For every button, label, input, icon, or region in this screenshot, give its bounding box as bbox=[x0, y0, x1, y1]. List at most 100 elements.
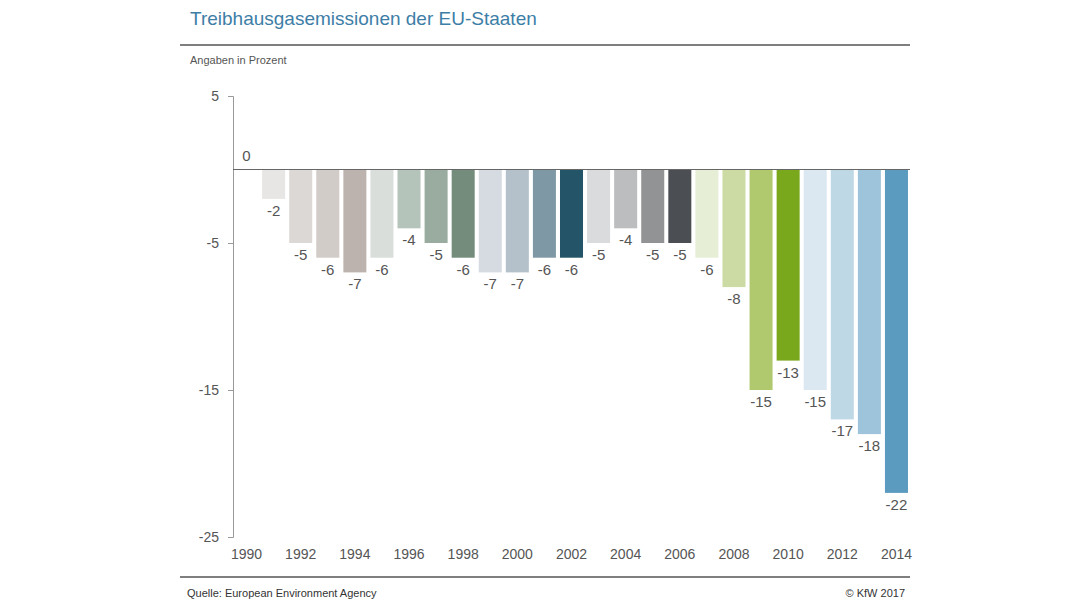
y-tick: 5 bbox=[211, 88, 233, 104]
data-label: -5 bbox=[646, 246, 659, 263]
data-label: -4 bbox=[402, 231, 415, 248]
bar bbox=[668, 170, 691, 244]
data-label: -7 bbox=[511, 275, 524, 292]
x-tick: 1998 bbox=[448, 546, 479, 562]
bar bbox=[804, 170, 827, 391]
y-tick-mark bbox=[228, 243, 233, 244]
y-axis-label: Angaben in Prozent bbox=[190, 54, 287, 66]
data-label: -4 bbox=[619, 231, 632, 248]
bar bbox=[343, 170, 366, 273]
data-label: -8 bbox=[727, 290, 740, 307]
bar bbox=[587, 170, 610, 244]
y-tick-label: -25 bbox=[199, 529, 219, 545]
bar bbox=[722, 170, 745, 288]
data-label: -6 bbox=[565, 261, 578, 278]
bar bbox=[370, 170, 393, 258]
bar bbox=[641, 170, 664, 244]
x-tick: 1994 bbox=[339, 546, 370, 562]
y-axis-line bbox=[228, 97, 234, 538]
bar bbox=[425, 170, 448, 244]
bar bbox=[885, 170, 908, 493]
x-tick-label: 2000 bbox=[502, 546, 533, 562]
x-tick: 1990 bbox=[231, 546, 262, 562]
y-tick-label: -5 bbox=[207, 235, 220, 251]
bar bbox=[506, 170, 529, 273]
data-label: -5 bbox=[429, 246, 442, 263]
y-tick-mark bbox=[228, 96, 233, 97]
x-axis-line bbox=[233, 169, 910, 170]
x-tick-label: 1994 bbox=[339, 546, 370, 562]
bar bbox=[533, 170, 556, 258]
data-label: -15 bbox=[750, 393, 772, 410]
header-rule bbox=[180, 44, 910, 46]
x-tick-label: 2010 bbox=[773, 546, 804, 562]
data-label: -6 bbox=[700, 261, 713, 278]
y-tick: -15 bbox=[199, 382, 233, 398]
data-label: -7 bbox=[348, 275, 361, 292]
x-axis: 1990 1992 1994 1996 1998 2000 2002 2004 2006 2008… bbox=[231, 170, 912, 563]
x-tick: 2008 bbox=[718, 546, 749, 562]
x-tick-label: 2004 bbox=[610, 546, 641, 562]
bar bbox=[479, 170, 502, 273]
bar bbox=[452, 170, 475, 258]
data-label: -6 bbox=[321, 261, 334, 278]
x-tick: 2000 bbox=[502, 546, 533, 562]
x-tick-label: 1998 bbox=[448, 546, 479, 562]
data-label: 0 bbox=[242, 147, 250, 164]
bar bbox=[398, 170, 421, 229]
data-label: -18 bbox=[859, 437, 881, 454]
y-tick-mark bbox=[228, 537, 233, 538]
data-label: -17 bbox=[831, 422, 853, 439]
x-tick-label: 1990 bbox=[231, 546, 262, 562]
x-tick: 1992 bbox=[285, 546, 316, 562]
data-label: -6 bbox=[538, 261, 551, 278]
y-tick-mark bbox=[228, 390, 233, 391]
x-tick-label: 2012 bbox=[827, 546, 858, 562]
bar bbox=[289, 170, 312, 244]
bar bbox=[316, 170, 339, 258]
y-tick-label: -15 bbox=[199, 382, 219, 398]
footer-rule bbox=[180, 576, 910, 578]
bar bbox=[858, 170, 881, 435]
chart-container: Treibhausgasemissionen der EU-Staaten Ang… bbox=[0, 0, 1080, 608]
bar bbox=[614, 170, 637, 229]
data-labels: 0 -2 -5 -6 -7 -6 -4 -5 -6 -7 -7 -6 -6 -5 -4 -5 -5 -6 -8 -15… bbox=[242, 147, 907, 513]
x-tick: 2010 bbox=[773, 546, 804, 562]
data-label: -2 bbox=[267, 202, 280, 219]
data-label: -6 bbox=[457, 261, 470, 278]
bar bbox=[560, 170, 583, 258]
bar bbox=[831, 170, 854, 420]
data-label: -5 bbox=[294, 246, 307, 263]
y-tick: -5 bbox=[207, 235, 233, 251]
data-label: -5 bbox=[592, 246, 605, 263]
title: Treibhausgasemissionen der EU-Staaten bbox=[190, 8, 537, 29]
source-note: Quelle: European Environment Agency bbox=[187, 587, 377, 599]
bar bbox=[695, 170, 718, 258]
x-tick: 2012 bbox=[827, 546, 858, 562]
bar bbox=[777, 170, 800, 361]
x-tick: 1996 bbox=[393, 546, 424, 562]
x-tick-label: 1996 bbox=[393, 546, 424, 562]
data-label: -15 bbox=[804, 393, 826, 410]
data-label: -7 bbox=[484, 275, 497, 292]
x-tick: 2014 bbox=[881, 546, 912, 562]
x-tick-label: 2006 bbox=[664, 546, 695, 562]
chart-svg: Treibhausgasemissionen der EU-Staaten Ang… bbox=[0, 0, 1080, 608]
bar bbox=[262, 170, 285, 199]
x-tick-label: 2002 bbox=[556, 546, 587, 562]
data-label: -6 bbox=[375, 261, 388, 278]
data-label: -22 bbox=[886, 496, 908, 513]
bar bbox=[750, 170, 773, 391]
x-tick: 2006 bbox=[664, 546, 695, 562]
data-label: -5 bbox=[673, 246, 686, 263]
y-tick-label: 5 bbox=[211, 88, 219, 104]
bars bbox=[262, 170, 908, 493]
x-tick-label: 2014 bbox=[881, 546, 912, 562]
y-axis: -25 -15 -5 5 bbox=[199, 88, 234, 545]
x-tick-label: 2008 bbox=[718, 546, 749, 562]
x-tick: 2002 bbox=[556, 546, 587, 562]
y-tick: -25 bbox=[199, 529, 233, 545]
x-tick: 2004 bbox=[610, 546, 641, 562]
credit-note: © KfW 2017 bbox=[846, 587, 905, 599]
x-tick-label: 1992 bbox=[285, 546, 316, 562]
